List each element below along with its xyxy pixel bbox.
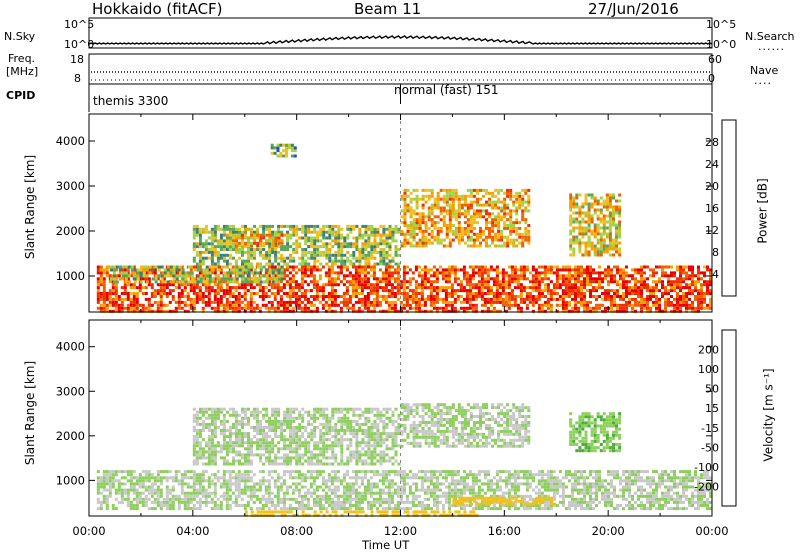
power-ytick-label: 4000 xyxy=(56,134,85,148)
cpid-mode-2: normal (fast) 151 xyxy=(394,83,499,97)
velocity-colorbar-tick: -100 xyxy=(694,461,719,474)
cpid-label: CPID xyxy=(6,89,36,102)
cpid-mode-1: themis 3300 xyxy=(93,94,169,108)
power-ytick-label: 2000 xyxy=(56,224,85,238)
x-tick-label: 00:00 xyxy=(72,524,105,538)
x-tick-label: 04:00 xyxy=(176,524,209,538)
x-tick-label: 00:00 xyxy=(695,524,728,538)
nsky-trace xyxy=(88,35,713,45)
power-colorbar-tick: 4 xyxy=(712,268,719,281)
date-title: 27/Jun/2016 xyxy=(588,0,679,18)
power-ylabel: Slant Range [km] xyxy=(23,154,38,260)
velocity-colorbar-frame xyxy=(721,329,737,507)
freq-label-line2: [MHz] xyxy=(6,65,39,78)
nsky-panel xyxy=(88,17,713,49)
x-tick-label: 08:00 xyxy=(280,524,313,538)
x-axis-label: Time UT xyxy=(362,538,410,552)
velocity-ytick-label: 3000 xyxy=(56,384,85,398)
velocity-region xyxy=(244,510,479,517)
power-colorbar-tick: 8 xyxy=(712,246,719,259)
velocity-colorbar-tick: -50 xyxy=(701,441,719,454)
nave-marker: .... xyxy=(754,74,772,87)
velocity-region xyxy=(569,412,622,453)
power-colorbar-frame xyxy=(721,119,737,297)
velocity-colorbar-tick: 15 xyxy=(705,402,719,415)
power-region xyxy=(270,143,297,158)
power-colorbar-tick: 16 xyxy=(705,202,719,215)
velocity-ytick-label: 1000 xyxy=(56,473,85,487)
velocity-colorbar-tick: 100 xyxy=(698,363,719,376)
velocity-ylabel: Slant Range [km] xyxy=(23,360,38,466)
x-tick-label: 12:00 xyxy=(384,524,417,538)
nsearch-tick-bottom: 10^0 xyxy=(706,38,737,51)
power-colorbar-tick: 20 xyxy=(705,180,719,193)
power-ytick-label: 3000 xyxy=(56,179,85,193)
power-colorbar-tick: 28 xyxy=(705,136,719,149)
nave-label: Nave xyxy=(750,64,779,77)
power-colorbar-tick: 12 xyxy=(705,224,719,237)
velocity-region xyxy=(452,496,557,506)
velocity-region xyxy=(96,470,712,511)
power-colorbar-tick: 24 xyxy=(705,158,719,171)
velocity-colorbar-tick: 50 xyxy=(705,383,719,396)
freq-tick-bottom: 8 xyxy=(74,72,81,85)
power-region xyxy=(569,193,622,257)
power-region xyxy=(400,188,531,248)
velocity-colorbar-label: Velocity [m s⁻¹] xyxy=(761,368,776,462)
power-region xyxy=(231,233,284,248)
beam-title: Beam 11 xyxy=(354,0,422,18)
power-region xyxy=(96,265,712,313)
power-region xyxy=(109,265,284,284)
velocity-colorbar-tick: 200 xyxy=(698,344,719,357)
nsearch-tick-top: 10^5 xyxy=(706,18,737,31)
velocity-ytick-label: 2000 xyxy=(56,429,85,443)
velocity-colorbar-tick: -200 xyxy=(694,480,719,493)
nsky-label: N.Sky xyxy=(4,30,36,43)
power-ytick-label: 1000 xyxy=(56,269,85,283)
x-tick-label: 16:00 xyxy=(488,524,521,538)
freq-tick-top: 18 xyxy=(70,53,84,66)
velocity-region xyxy=(400,403,531,448)
nsearch-marker: ...... xyxy=(758,40,785,53)
nsearch-label: N.Search xyxy=(745,30,795,43)
power-colorbar-label: Power [dB] xyxy=(755,178,770,244)
x-tick-label: 20:00 xyxy=(592,524,625,538)
velocity-colorbar-tick: -15 xyxy=(701,422,719,435)
freq-panel xyxy=(88,53,713,85)
nsky-tick-bottom: 10^0 xyxy=(64,38,95,51)
freq-label-line1: Freq. xyxy=(8,52,36,65)
velocity-region xyxy=(192,407,401,466)
station-title: Hokkaido (fitACF) xyxy=(92,0,223,18)
power-region xyxy=(192,224,401,266)
velocity-ytick-label: 4000 xyxy=(56,340,85,354)
nsky-tick-top: 10^5 xyxy=(64,18,95,31)
